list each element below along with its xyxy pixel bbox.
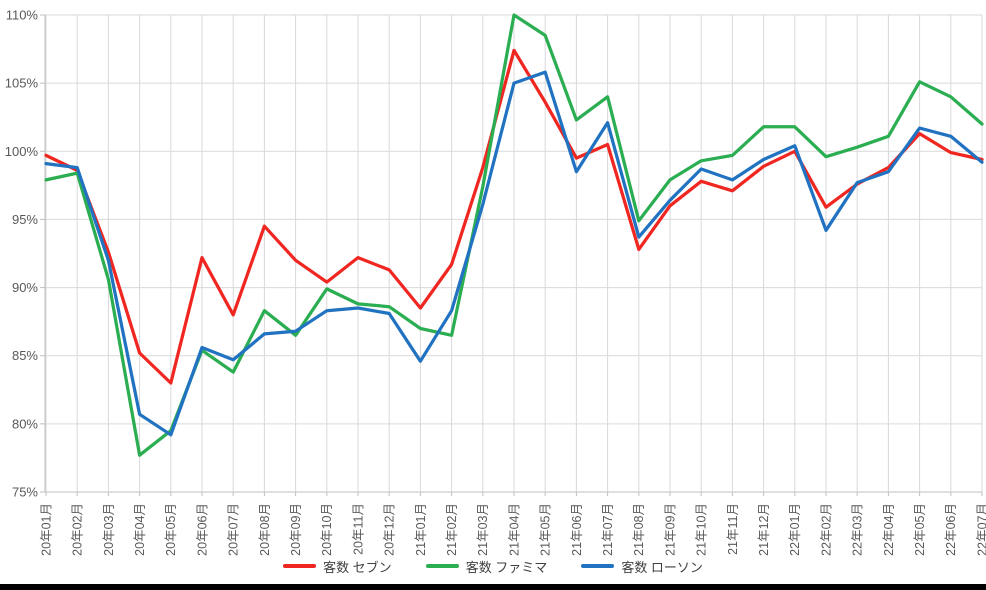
y-axis-label: 100% — [5, 144, 39, 159]
x-axis-label: 21年09月 — [663, 503, 677, 556]
x-axis-label: 20年06月 — [195, 503, 209, 556]
legend-swatch-seven-icon — [283, 564, 317, 568]
x-axis-label: 21年05月 — [539, 503, 553, 556]
x-axis-label: 22年06月 — [944, 503, 958, 556]
y-axis-label: 95% — [12, 212, 38, 227]
legend-item-famima[interactable]: 客数 ファミマ — [425, 556, 548, 576]
series-line-2[interactable] — [44, 70, 984, 437]
x-axis-label: 21年04月 — [507, 503, 521, 556]
chart-legend: 客数 セブン 客数 ファミマ 客数 ローソン — [0, 556, 986, 576]
x-axis-label: 20年07月 — [227, 503, 241, 556]
y-axis-label: 85% — [12, 348, 38, 363]
legend-label-seven: 客数 セブン — [323, 559, 392, 575]
series-line-0[interactable] — [44, 48, 984, 385]
x-axis-label: 20年09月 — [289, 503, 303, 556]
x-axis-label: 20年08月 — [258, 503, 272, 556]
x-axis-label: 20年11月 — [351, 503, 365, 555]
y-axis-label: 75% — [12, 485, 38, 500]
legend-label-lawson: 客数 ローソン — [621, 559, 703, 575]
y-axis-label: 90% — [12, 280, 38, 295]
legend-label-famima: 客数 ファミマ — [465, 559, 548, 575]
x-axis-label: 20年12月 — [383, 503, 397, 556]
x-axis-label: 21年08月 — [632, 503, 646, 556]
x-axis-label: 21年01月 — [414, 503, 428, 556]
x-axis-label: 21年10月 — [695, 503, 709, 556]
x-axis-label: 20年05月 — [164, 503, 178, 556]
x-axis-label: 20年10月 — [320, 503, 334, 556]
x-axis-label: 20年01月 — [39, 503, 53, 556]
x-axis-label: 21年07月 — [601, 503, 615, 556]
x-axis-label: 21年11月 — [726, 503, 740, 555]
x-axis-label: 20年02月 — [71, 503, 85, 556]
x-axis-label: 21年03月 — [476, 503, 490, 556]
bottom-black-bar — [0, 584, 986, 590]
x-axis-label: 21年12月 — [757, 503, 771, 556]
x-axis-label: 22年04月 — [882, 503, 896, 556]
y-axis-label: 105% — [5, 76, 39, 91]
x-axis-label: 20年03月 — [102, 503, 116, 556]
x-axis-label: 22年02月 — [819, 503, 833, 556]
x-axis-label: 22年05月 — [913, 503, 927, 556]
legend-item-lawson[interactable]: 客数 ローソン — [581, 556, 703, 576]
x-axis-label: 20年04月 — [133, 503, 147, 556]
x-axis-label: 22年07月 — [975, 503, 986, 556]
x-axis-label: 21年06月 — [570, 503, 584, 556]
x-axis-label: 22年01月 — [788, 503, 802, 556]
legend-swatch-famima-icon — [425, 564, 459, 568]
x-axis-label: 21年02月 — [445, 503, 459, 556]
y-axis-label: 110% — [6, 8, 39, 23]
x-axis-label: 22年03月 — [851, 503, 865, 556]
y-axis-label: 80% — [12, 416, 38, 431]
legend-swatch-lawson-icon — [581, 564, 615, 568]
legend-item-seven[interactable]: 客数 セブン — [283, 556, 392, 576]
